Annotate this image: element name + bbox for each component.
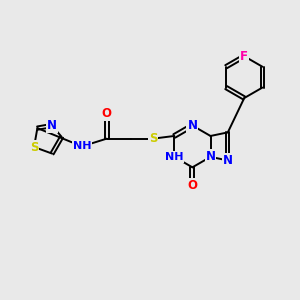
- Text: F: F: [240, 50, 248, 63]
- Text: S: S: [30, 140, 38, 154]
- Text: NH: NH: [165, 152, 184, 162]
- Text: O: O: [102, 107, 112, 120]
- Text: S: S: [149, 132, 157, 145]
- Text: N: N: [188, 119, 197, 132]
- Text: N: N: [47, 119, 57, 132]
- Text: N: N: [206, 150, 215, 164]
- Text: O: O: [188, 179, 197, 192]
- Text: NH: NH: [73, 141, 91, 152]
- Text: N: N: [223, 154, 233, 167]
